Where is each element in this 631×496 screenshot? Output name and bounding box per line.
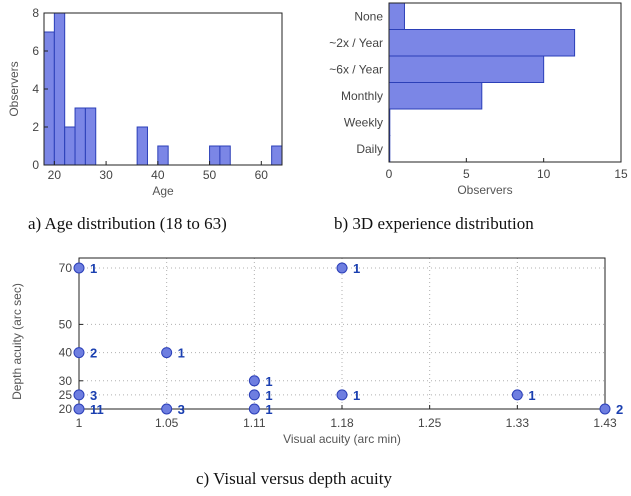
age-x-tick-label: 40 <box>151 168 165 182</box>
acuity-x-axis-label: Visual acuity (arc min) <box>283 432 401 446</box>
experience-category-label: Daily <box>356 142 383 156</box>
acuity-axes-box <box>78 257 606 410</box>
experience-category-label: ~6x / Year <box>329 62 383 76</box>
acuity-x-tick-label: 1.05 <box>155 416 179 430</box>
age-x-axis-label: Age <box>152 184 174 198</box>
age-bar <box>74 107 86 166</box>
age-bar <box>209 145 221 166</box>
age-y-tick-label: 0 <box>32 158 39 172</box>
caption-visual-vs-depth: c) Visual versus depth acuity <box>196 469 393 488</box>
acuity-point <box>511 389 523 401</box>
age-y-tick-label: 4 <box>32 82 39 96</box>
acuity-y-tick-label: 25 <box>59 388 73 402</box>
experience-bar <box>388 29 576 57</box>
age-bar <box>64 126 76 166</box>
acuity-y-tick-label: 50 <box>59 317 73 331</box>
acuity-point-count: 1 <box>90 261 97 276</box>
acuity-point-count: 2 <box>616 402 623 417</box>
age-bar <box>157 145 169 166</box>
acuity-point <box>73 403 85 415</box>
acuity-point <box>161 347 173 359</box>
experience-category-label: Monthly <box>341 89 383 103</box>
age-bar <box>219 145 231 166</box>
experience-axes-box <box>388 2 622 163</box>
age-bar <box>271 145 283 166</box>
acuity-point <box>161 403 173 415</box>
acuity-point <box>248 375 260 387</box>
acuity-point <box>73 262 85 274</box>
acuity-y-axis-label: Depth acuity (arc sec) <box>10 283 24 400</box>
acuity-point-count: 1 <box>265 374 272 389</box>
experience-category-label: None <box>354 9 383 23</box>
experience-category-label: ~2x / Year <box>329 36 383 50</box>
acuity-point <box>73 389 85 401</box>
acuity-point <box>248 403 260 415</box>
age-y-tick-label: 6 <box>32 44 39 58</box>
caption-age-distribution: a) Age distribution (18 to 63) <box>28 214 227 233</box>
acuity-x-tick-label: 1.43 <box>593 416 617 430</box>
acuity-y-tick-label: 30 <box>59 374 73 388</box>
acuity-point-count: 1 <box>265 388 272 403</box>
acuity-point-count: 1 <box>178 346 185 361</box>
age-y-tick-label: 8 <box>32 6 39 20</box>
acuity-point-count: 11 <box>90 402 104 417</box>
acuity-y-tick-label: 20 <box>59 402 73 416</box>
acuity-point <box>336 262 348 274</box>
experience-x-tick-label: 10 <box>537 167 551 181</box>
acuity-point <box>599 403 611 415</box>
experience-bar <box>388 2 405 30</box>
experience-category-label: Weekly <box>344 115 383 129</box>
experience-bar <box>388 55 545 83</box>
experience-x-tick-label: 5 <box>463 167 470 181</box>
acuity-point-count: 3 <box>178 402 185 417</box>
acuity-y-tick-label: 70 <box>59 261 73 275</box>
experience-x-axis-label: Observers <box>457 183 512 197</box>
acuity-point-count: 2 <box>90 346 97 361</box>
acuity-point <box>336 389 348 401</box>
age-histogram: 20 30 40 50 60 0 2 4 6 8 Age Observers <box>7 6 283 198</box>
caption-experience-distribution: b) 3D experience distribution <box>334 214 534 233</box>
experience-x-tick-label: 0 <box>386 167 393 181</box>
acuity-point <box>248 389 260 401</box>
age-bar <box>53 12 66 166</box>
acuity-x-tick-label: 1.33 <box>506 416 530 430</box>
acuity-point-count: 3 <box>90 388 97 403</box>
experience-bar-chart: None ~2x / Year ~6x / Year Monthly Weekly Dai… <box>329 2 628 197</box>
age-y-axis-label: Observers <box>7 61 21 116</box>
acuity-x-tick-label: 1 <box>76 416 83 430</box>
age-x-tick-label: 50 <box>203 168 217 182</box>
age-bar <box>43 31 55 166</box>
acuity-point-count: 1 <box>528 388 535 403</box>
acuity-point-count: 1 <box>353 261 360 276</box>
acuity-x-tick-label: 1.25 <box>418 416 442 430</box>
age-bar <box>84 107 97 166</box>
acuity-point-count: 1 <box>265 402 272 417</box>
acuity-x-tick-label: 1.11 <box>243 416 266 430</box>
age-y-tick-label: 2 <box>32 120 39 134</box>
age-x-tick-label: 20 <box>48 168 62 182</box>
acuity-point <box>73 347 85 359</box>
acuity-y-tick-label: 40 <box>59 346 73 360</box>
experience-x-tick-label: 15 <box>614 167 628 181</box>
age-bar <box>136 126 148 166</box>
acuity-x-tick-label: 1.18 <box>330 416 354 430</box>
acuity-point-count: 1 <box>353 388 360 403</box>
age-x-tick-label: 60 <box>255 168 269 182</box>
age-x-tick-label: 30 <box>99 168 113 182</box>
experience-bar <box>388 82 483 110</box>
